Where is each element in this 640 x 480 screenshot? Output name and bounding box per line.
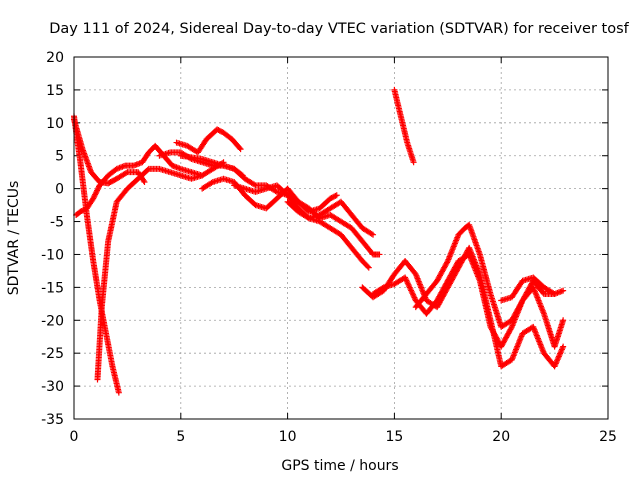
data-point xyxy=(370,231,377,238)
data-point xyxy=(208,179,215,186)
x-tick-label: 15 xyxy=(385,429,403,445)
data-point xyxy=(410,159,417,166)
data-point xyxy=(550,290,557,297)
y-tick-label: 10 xyxy=(46,116,64,132)
chart-title: Day 111 of 2024, Sidereal Day-to-day VTE… xyxy=(49,21,629,37)
y-axis-label: SDTVAR / TECUs xyxy=(6,181,22,296)
series-sat-o xyxy=(498,274,558,304)
data-point xyxy=(94,187,101,194)
y-tick-label: -10 xyxy=(41,247,64,263)
y-tick-label: 15 xyxy=(46,83,64,99)
data-point xyxy=(90,195,97,202)
data-point xyxy=(92,191,99,198)
y-tick-label: 20 xyxy=(46,50,64,66)
x-axis-label: GPS time / hours xyxy=(281,458,398,474)
series-sat-d xyxy=(71,116,148,187)
y-tick-label: 5 xyxy=(55,149,64,165)
data-point xyxy=(365,264,372,271)
series-sat-m xyxy=(391,86,417,166)
data-point xyxy=(368,230,375,237)
data-point xyxy=(560,287,567,294)
series-sat-a xyxy=(71,113,122,396)
series-sat-b xyxy=(94,159,227,383)
plot-frame xyxy=(73,56,609,420)
x-tick-label: 10 xyxy=(279,429,297,445)
y-tick-label: -15 xyxy=(41,280,64,296)
data-point xyxy=(94,186,101,193)
x-tick-label: 20 xyxy=(492,429,510,445)
data-point xyxy=(272,188,279,195)
data-point xyxy=(236,145,243,152)
data-point xyxy=(141,179,148,186)
data-point xyxy=(199,172,206,179)
series-sat-e xyxy=(173,126,244,156)
y-tick-label: -35 xyxy=(41,412,64,428)
data-point xyxy=(364,263,371,270)
data-point xyxy=(379,285,386,292)
data-point xyxy=(92,190,99,197)
series-sat-c xyxy=(73,142,206,218)
data-point xyxy=(237,146,244,153)
x-tick-label: 25 xyxy=(599,429,617,445)
y-tick-label: 0 xyxy=(55,182,64,198)
grid-lines xyxy=(74,57,608,419)
data-point xyxy=(115,389,122,396)
data-point xyxy=(508,325,515,332)
data-point xyxy=(95,184,102,191)
x-tick-label: 5 xyxy=(176,429,185,445)
data-point xyxy=(560,317,567,324)
data-point xyxy=(560,343,567,350)
data-point xyxy=(333,192,340,199)
y-tick-label: -5 xyxy=(50,215,64,231)
data-point xyxy=(304,214,311,221)
tick-labels: 0 5 10 15 20 25 -35 -30 -25 -20 -15 -10 -5 0 5 10 15 20 xyxy=(41,50,617,445)
data-point xyxy=(332,192,339,199)
data-point xyxy=(444,259,451,266)
series-sat-h xyxy=(199,175,340,215)
data-point xyxy=(90,194,97,201)
x-tick-label: 0 xyxy=(70,429,79,445)
y-tick-label: -30 xyxy=(41,379,64,395)
series-sat-j xyxy=(284,198,372,271)
data-point xyxy=(251,181,258,188)
y-tick-label: -20 xyxy=(41,313,64,329)
data-point xyxy=(123,170,130,177)
data-point xyxy=(93,188,100,195)
data-point xyxy=(91,192,98,199)
data-point xyxy=(551,290,558,297)
plot-area xyxy=(71,86,567,396)
y-tick-label: -25 xyxy=(41,346,64,362)
data-point xyxy=(140,177,147,184)
data-point xyxy=(376,251,383,258)
